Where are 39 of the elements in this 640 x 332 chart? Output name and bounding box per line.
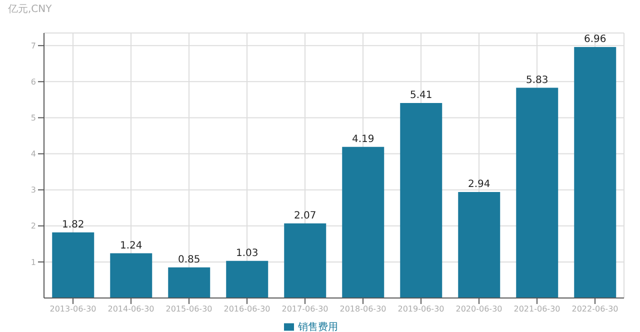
x-tick-label: 2022-06-30 [572,304,618,314]
data-label: 5.41 [410,90,432,101]
data-label: 1.24 [120,240,142,252]
x-tick-label: 2021-06-30 [514,304,560,314]
data-label: 6.96 [584,34,606,46]
y-tick-label: 6 [30,78,36,87]
data-label: 5.83 [526,74,548,86]
x-tick-label: 2015-06-30 [166,304,212,314]
data-label: 1.03 [236,248,258,259]
x-tick-label: 2019-06-30 [398,304,444,314]
x-tick-label: 2014-06-30 [108,304,154,314]
data-label: 2.07 [294,210,316,222]
x-tick-label: 2016-06-30 [224,304,270,314]
x-tick-label: 2013-06-30 [50,304,96,314]
x-tick-label: 2020-06-30 [456,304,502,314]
y-tick-label: 7 [30,41,36,50]
y-axis-title: 亿元,CNY [8,3,52,16]
y-tick-label: 4 [30,150,36,159]
x-tick-label: 2018-06-30 [340,304,386,314]
bar [226,260,268,298]
bar [342,146,384,298]
bar [400,102,442,298]
y-tick-label: 1 [30,258,36,267]
x-tick-label: 2017-06-30 [282,304,328,314]
y-tick-label: 2 [30,222,36,231]
data-label: 1.82 [62,219,84,230]
bar [284,223,326,298]
bar [110,253,152,298]
y-tick-label: 5 [30,114,36,123]
bar [168,267,210,298]
data-label: 2.94 [468,179,490,190]
bar [458,192,500,298]
data-label: 0.85 [178,254,200,266]
bar [574,47,616,298]
y-tick-label: 3 [30,186,36,195]
data-label: 4.19 [352,134,374,145]
bar [516,88,558,298]
bar [52,232,94,298]
legend-label: 销售费用 [298,322,338,332]
